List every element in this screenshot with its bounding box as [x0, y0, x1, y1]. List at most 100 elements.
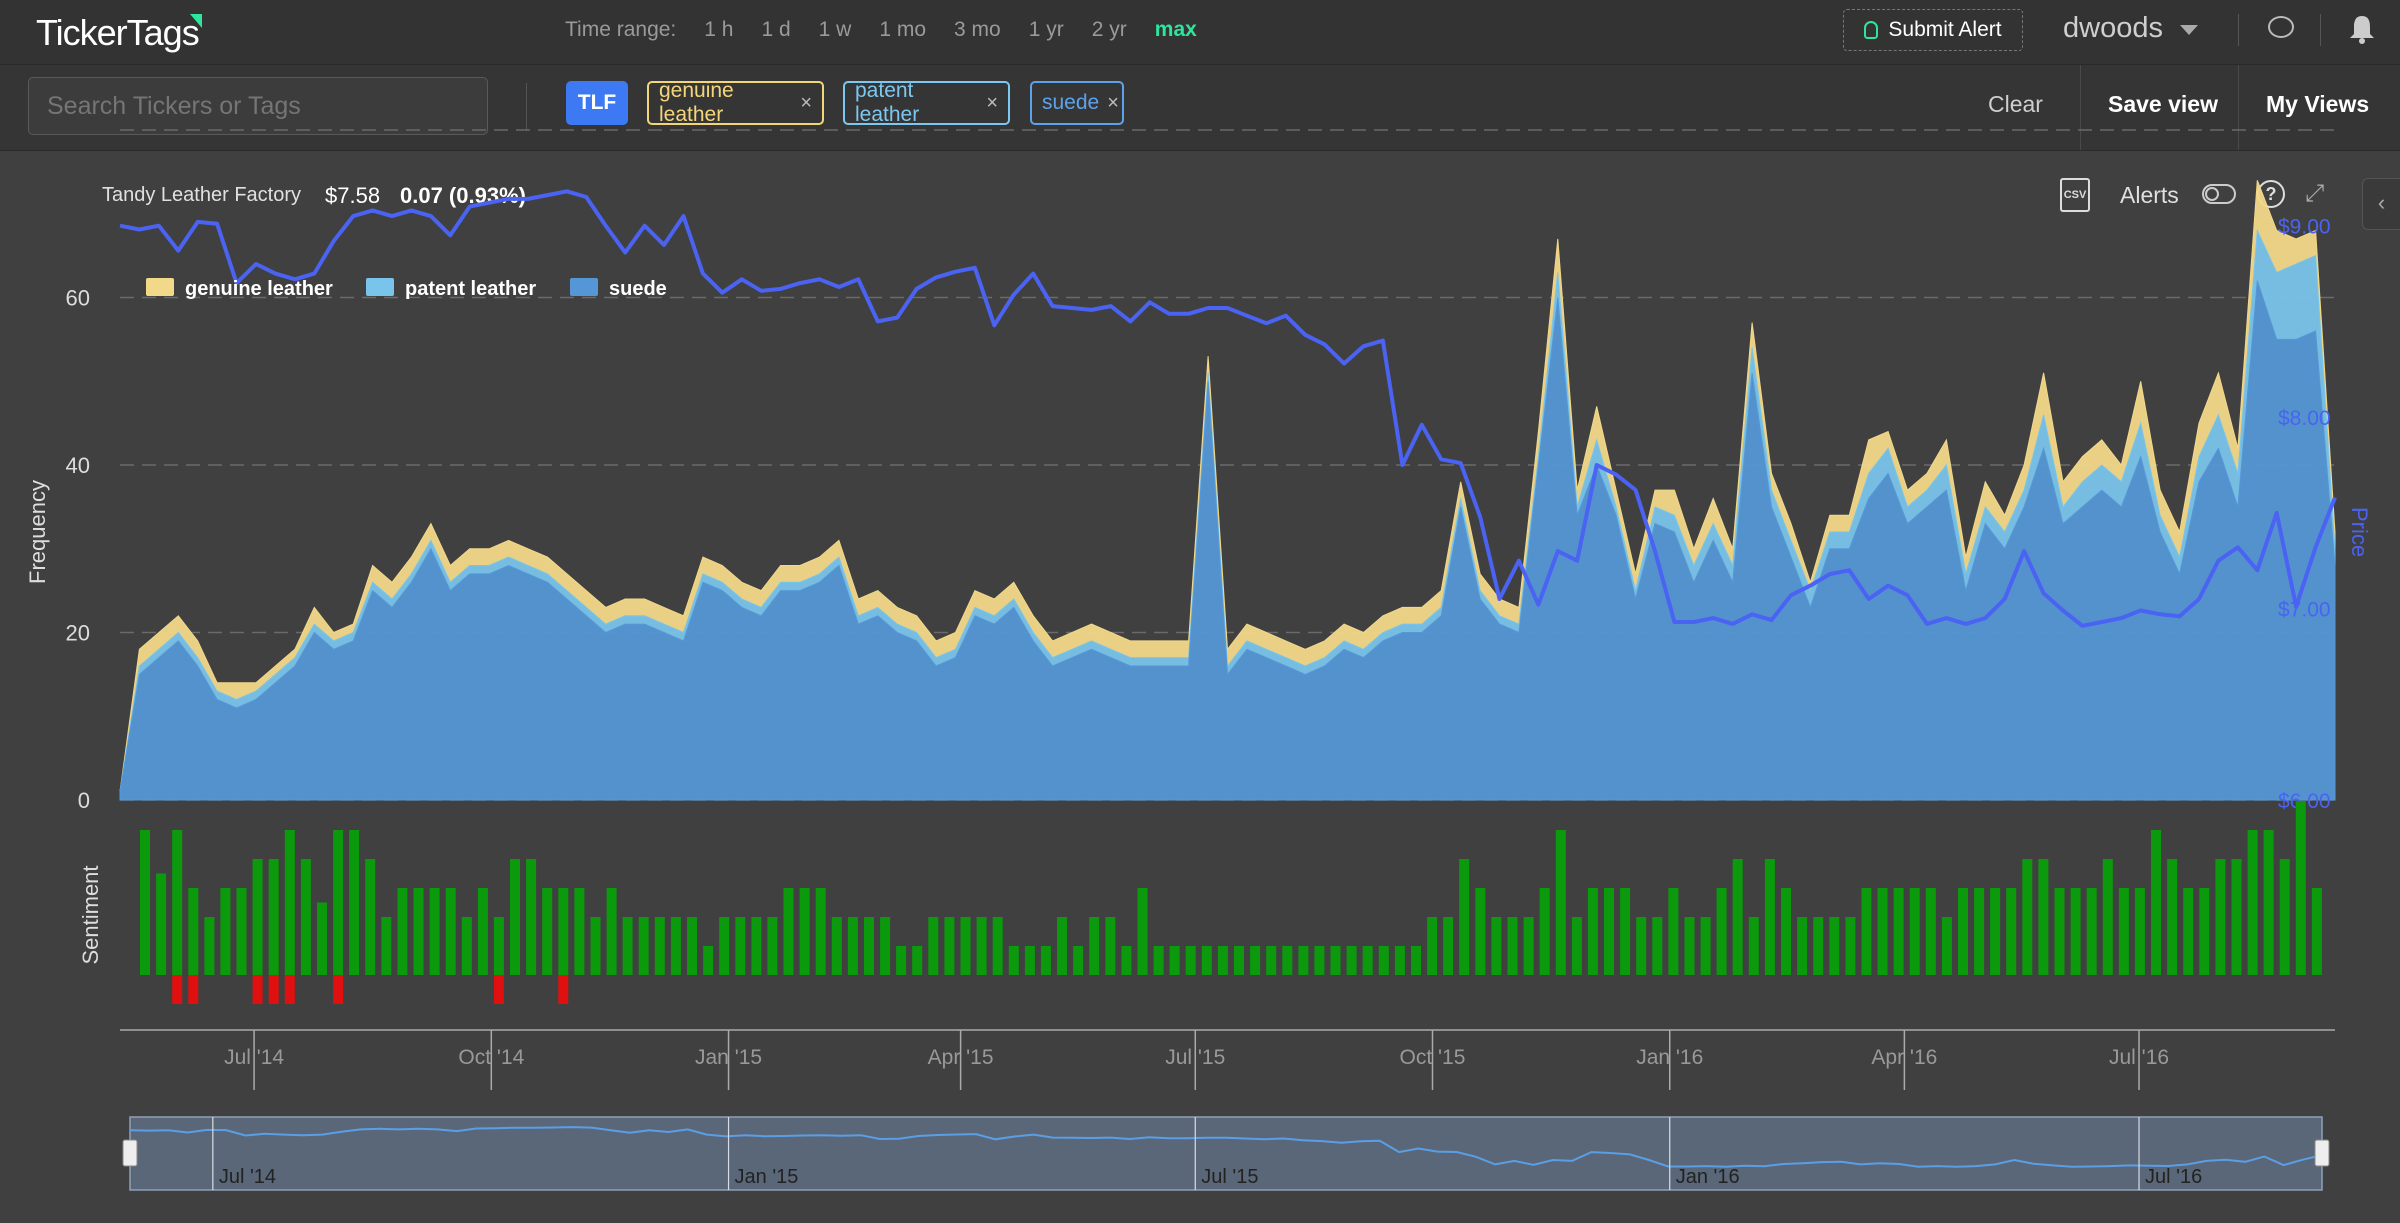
tag-genuine-leather[interactable]: genuine leather ×: [647, 79, 824, 126]
sentiment-bar-positive: [847, 917, 858, 975]
sentiment-bar-positive: [1024, 946, 1035, 975]
legend-swatch: [366, 278, 394, 296]
sentiment-bar-positive: [1925, 888, 1936, 975]
sentiment-bar-positive: [156, 873, 167, 975]
ticker-tag-tlf[interactable]: TLF: [566, 81, 628, 125]
sentiment-bar-positive: [1652, 917, 1663, 975]
sentiment-bar-positive: [767, 917, 778, 975]
tag-toolbar: TLF genuine leather × patent leather × s…: [0, 65, 2400, 151]
sentiment-bar-positive: [510, 859, 520, 975]
sentiment-bar-positive: [1507, 917, 1518, 975]
legend-label[interactable]: patent leather: [405, 278, 536, 300]
sentiment-bar-positive: [2311, 888, 2322, 975]
sentiment-bar-positive: [880, 917, 891, 975]
sentiment-bar-positive: [654, 917, 665, 975]
time-range-1h[interactable]: 1 h: [704, 18, 734, 41]
navigator-tick-label: Jan '16: [1676, 1166, 1740, 1188]
sentiment-bar-positive: [1958, 888, 1968, 975]
sentiment-bar-positive: [1378, 946, 1389, 975]
sentiment-bar-positive: [638, 917, 649, 975]
remove-tag-icon[interactable]: ×: [1107, 91, 1119, 114]
sentiment-bar-positive: [429, 888, 440, 975]
expand-icon[interactable]: ⤢: [2305, 180, 2325, 207]
my-views-button[interactable]: My Views: [2266, 91, 2370, 117]
sentiment-bar-positive: [1427, 917, 1438, 975]
y2-tick-label: $9.00: [2278, 216, 2331, 239]
sentiment-bar-positive: [1057, 917, 1067, 975]
sentiment-bar-positive: [268, 859, 279, 975]
sentiment-bar-positive: [574, 888, 585, 975]
stock-price: $7.58: [325, 183, 381, 208]
sentiment-bar-positive: [1587, 888, 1598, 975]
divider: [2080, 65, 2081, 150]
collapse-panel-icon[interactable]: ‹: [2362, 178, 2400, 230]
time-range-3mo[interactable]: 3 mo: [954, 18, 1001, 41]
sentiment-bar-positive: [1330, 946, 1341, 975]
time-range-max[interactable]: max: [1154, 18, 1197, 41]
sentiment-bar-positive: [445, 888, 456, 975]
company-name: Tandy Leather Factory: [102, 184, 301, 206]
tag-suede[interactable]: suede ×: [1030, 81, 1124, 125]
navigator-tick-label: Jan '15: [735, 1166, 799, 1188]
sentiment-bar-positive: [220, 888, 231, 975]
sentiment-bar-positive: [703, 946, 714, 975]
x-tick-label: Oct '14: [458, 1046, 524, 1069]
chat-icon[interactable]: [2268, 16, 2294, 38]
sentiment-bar-positive: [397, 888, 408, 975]
y2-tick-label: $7.00: [2278, 599, 2331, 622]
sentiment-bar-positive: [1571, 917, 1582, 975]
sentiment-bar-positive: [1217, 946, 1228, 975]
alerts-toggle[interactable]: [2202, 184, 2236, 204]
x-tick-label: Apr '16: [1871, 1046, 1937, 1069]
time-range-1mo[interactable]: 1 mo: [879, 18, 927, 41]
sentiment-bar-positive: [1716, 888, 1727, 975]
x-tick-label: Jul '15: [1165, 1046, 1225, 1069]
sentiment-bar-positive: [2134, 888, 2145, 975]
sentiment-bar-positive: [1813, 917, 1824, 975]
user-menu[interactable]: dwoods: [2063, 12, 2163, 44]
navigator-handle-left[interactable]: [122, 1139, 138, 1167]
alerts-label: Alerts: [2120, 182, 2179, 208]
tag-patent-leather[interactable]: patent leather ×: [843, 79, 1010, 126]
legend-swatch: [570, 278, 598, 296]
navigator-handle-right[interactable]: [2314, 1139, 2330, 1167]
csv-download-icon[interactable]: CSV: [2060, 178, 2090, 212]
time-range-1w[interactable]: 1 w: [818, 18, 852, 41]
sentiment-bar-positive: [735, 917, 746, 975]
sentiment-bar-positive: [2038, 859, 2049, 975]
navigator-window[interactable]: [129, 1116, 2323, 1191]
chevron-down-icon[interactable]: [2180, 25, 2198, 35]
sentiment-bar-positive: [1491, 917, 1502, 975]
sentiment-bar-positive: [2215, 859, 2226, 975]
legend-label[interactable]: genuine leather: [185, 278, 333, 300]
search-input[interactable]: [28, 77, 488, 135]
help-icon[interactable]: ?: [2257, 180, 2285, 208]
sentiment-bar-positive: [2086, 888, 2097, 975]
time-range-1d[interactable]: 1 d: [761, 18, 791, 41]
legend-label[interactable]: suede: [609, 278, 667, 300]
sentiment-bar-positive: [252, 859, 263, 975]
save-view-button[interactable]: Save view: [2108, 91, 2218, 117]
sentiment-bar-positive: [1266, 946, 1277, 975]
sentiment-bar-negative: [284, 975, 295, 1004]
submit-alert-button[interactable]: Submit Alert: [1843, 9, 2023, 51]
remove-tag-icon[interactable]: ×: [986, 91, 998, 114]
sentiment-bar-positive: [2295, 801, 2306, 975]
app-logo[interactable]: TickerTags: [36, 12, 200, 53]
time-range-2yr[interactable]: 2 yr: [1091, 18, 1127, 41]
sentiment-bar-positive: [477, 888, 488, 975]
sentiment-bar-positive: [1990, 888, 2001, 975]
sentiment-bar-negative: [172, 975, 183, 1004]
sentiment-bar-positive: [1732, 859, 1743, 975]
sentiment-bar-positive: [1861, 888, 1872, 975]
remove-tag-icon[interactable]: ×: [800, 91, 812, 114]
bell-icon[interactable]: [2348, 14, 2376, 44]
sentiment-bar-positive: [1636, 917, 1647, 975]
top-bar: TickerTags Time range: 1 h 1 d 1 w 1 mo …: [0, 0, 2400, 65]
logo-mark-icon: [190, 14, 202, 28]
time-range-1yr[interactable]: 1 yr: [1028, 18, 1064, 41]
sentiment-bar-positive: [365, 859, 376, 975]
navigator-tick-label: Jul '16: [2145, 1166, 2202, 1188]
submit-alert-label: Submit Alert: [1888, 18, 2002, 41]
clear-button[interactable]: Clear: [1988, 91, 2043, 117]
